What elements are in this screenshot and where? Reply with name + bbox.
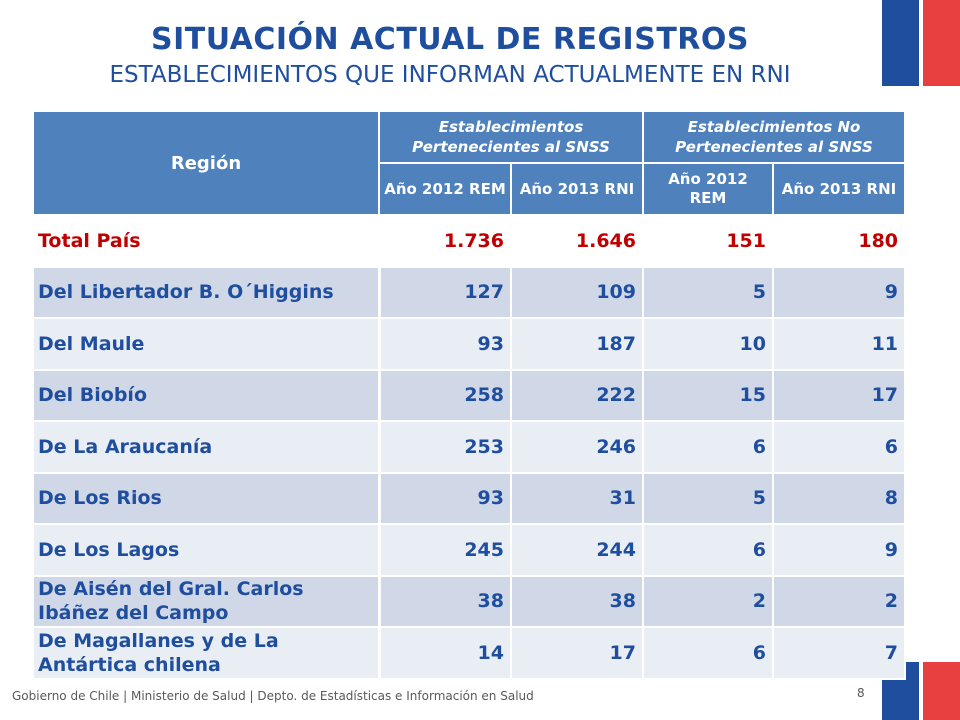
cell-value: 15 [642,368,774,422]
table-row: Del Biobío 258 222 15 17 [32,368,907,422]
header-snss-2013: Año 2013 RNI [510,162,644,216]
cell-value: 6 [642,523,774,577]
header-group-no-snss: Establecimientos No Pertenecientes al SN… [641,110,907,164]
registros-table: Región Establecimientos Pertenecientes a… [32,110,907,680]
table-row-total: Total País 1.736 1.646 151 180 [32,214,907,268]
row-region: Total País [32,214,381,268]
cell-value: 11 [771,317,907,371]
header-snss-2012: Año 2012 REM [378,162,512,216]
cell-value: 9 [771,523,907,577]
cell-value: 180 [771,214,907,268]
table-row: De La Araucanía 253 246 6 6 [32,420,907,474]
cell-value: 17 [771,368,907,422]
cell-value: 93 [378,471,512,525]
row-region: De Los Lagos [32,523,381,577]
table-row: De Los Lagos 245 244 6 9 [32,523,907,577]
header-region: Región [32,110,380,216]
cell-value: 1.736 [378,214,512,268]
flag-blue-stripe [882,0,919,86]
page-title: SITUACIÓN ACTUAL DE REGISTROS [150,22,750,57]
table-row: Del Libertador B. O´Higgins 127 109 5 9 [32,265,907,319]
row-region: Del Libertador B. O´Higgins [32,265,381,319]
flag-red-stripe [923,0,960,86]
cell-value: 38 [378,574,512,628]
row-region: De Los Rios [32,471,381,525]
cell-value: 31 [510,471,644,525]
cell-value: 17 [510,626,644,680]
cell-value: 10 [642,317,774,371]
cell-value: 244 [510,523,644,577]
cell-value: 245 [378,523,512,577]
row-region: De Aisén del Gral. Carlos Ibáñez del Cam… [32,574,381,628]
row-region: Del Biobío [32,368,381,422]
page-number: 8 [857,686,865,700]
header-nosnss-2013: Año 2013 RNI [771,162,907,216]
cell-value: 8 [771,471,907,525]
cell-value: 2 [642,574,774,628]
cell-value: 38 [510,574,644,628]
row-region: De La Araucanía [32,420,381,474]
cell-value: 1.646 [510,214,644,268]
cell-value: 93 [378,317,512,371]
table-row: De Magallanes y de La Antártica chilena … [32,626,907,680]
cell-value: 2 [771,574,907,628]
cell-value: 5 [642,471,774,525]
table-row: De Aisén del Gral. Carlos Ibáñez del Cam… [32,574,907,628]
cell-value: 258 [378,368,512,422]
footer-text: Gobierno de Chile | Ministerio de Salud … [12,689,534,703]
cell-value: 187 [510,317,644,371]
cell-value: 127 [378,265,512,319]
cell-value: 14 [378,626,512,680]
flag-top-right [882,0,960,86]
cell-value: 6 [771,420,907,474]
cell-value: 246 [510,420,644,474]
cell-value: 222 [510,368,644,422]
row-region: De Magallanes y de La Antártica chilena [32,626,381,680]
cell-value: 5 [642,265,774,319]
cell-value: 109 [510,265,644,319]
table-row: Del Maule 93 187 10 11 [32,317,907,371]
header-nosnss-2012: Año 2012 REM [642,162,774,216]
page-subtitle: ESTABLECIMIENTOS QUE INFORMAN ACTUALMENT… [109,62,791,88]
cell-value: 7 [771,626,907,680]
cell-value: 6 [642,420,774,474]
row-region: Del Maule [32,317,381,371]
cell-value: 6 [642,626,774,680]
cell-value: 9 [771,265,907,319]
flag-red-stripe [923,662,960,720]
table-row: De Los Rios 93 31 5 8 [32,471,907,525]
header-group-snss: Establecimientos Pertenecientes al SNSS [378,110,644,164]
cell-value: 151 [642,214,774,268]
cell-value: 253 [378,420,512,474]
